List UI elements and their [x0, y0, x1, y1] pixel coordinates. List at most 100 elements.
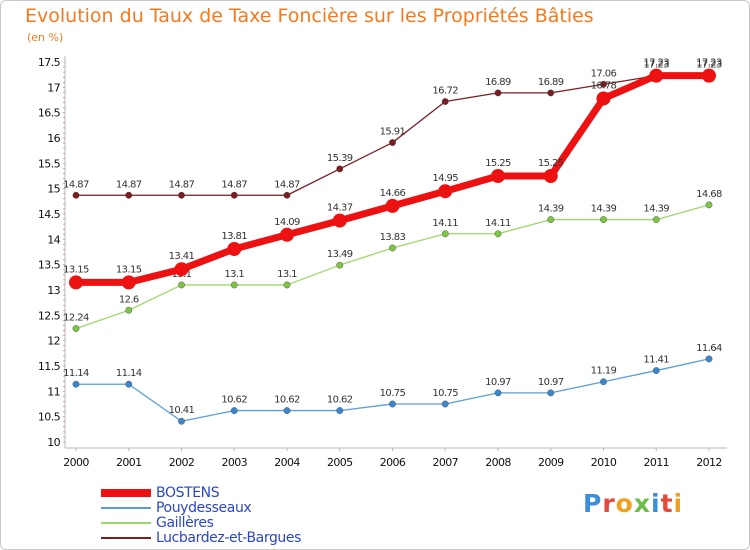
data-label: 10.62: [274, 395, 300, 406]
data-point: [336, 165, 344, 173]
data-label: 11.41: [643, 355, 669, 366]
data-label: 14.68: [696, 189, 722, 200]
data-label: 10.62: [221, 395, 247, 406]
data-label: 11.14: [116, 368, 142, 379]
data-label: 14.39: [538, 204, 564, 215]
data-label: 13.81: [221, 231, 247, 242]
data-label: 11.64: [696, 343, 722, 354]
data-label: 16.78: [591, 80, 617, 91]
data-label: 10.62: [327, 395, 353, 406]
y-tick-label: 16: [47, 132, 60, 145]
data-label: 13.41: [169, 251, 195, 262]
data-point: [438, 184, 453, 199]
data-point: [705, 355, 713, 363]
x-tick-label: 2011: [643, 456, 669, 469]
y-tick-label: 13.5: [38, 259, 61, 272]
data-label: 13.49: [327, 249, 353, 260]
legend-label: Pouydesseaux: [156, 500, 252, 516]
x-tick-label: 2004: [274, 456, 300, 469]
y-tick-label: 14.5: [38, 208, 61, 221]
data-point: [547, 389, 555, 397]
data-point: [332, 213, 347, 228]
data-label: 12.6: [119, 294, 139, 305]
data-point: [336, 407, 344, 414]
data-label: 14.37: [327, 203, 353, 214]
data-label: 15.91: [380, 127, 406, 138]
data-point: [125, 380, 133, 388]
data-label: 14.39: [643, 204, 669, 215]
x-tick-label: 2007: [432, 456, 458, 469]
data-label: 14.87: [221, 179, 247, 190]
data-label: 14.87: [169, 179, 195, 190]
logo-letter: i: [651, 489, 661, 518]
data-label: 14.87: [274, 179, 300, 190]
data-point: [543, 169, 558, 183]
data-label: 13.1: [224, 269, 244, 280]
y-tick-label: 11: [47, 385, 60, 398]
x-tick-label: 2000: [63, 456, 89, 469]
data-label: 14.39: [591, 204, 617, 215]
data-point: [178, 417, 185, 425]
logo-letter: P: [583, 489, 603, 518]
y-tick-label: 10.5: [38, 411, 61, 424]
data-label: 14.87: [116, 179, 142, 190]
data-point: [702, 68, 716, 83]
data-label: 14.09: [274, 217, 300, 228]
data-label: 10.75: [432, 388, 458, 399]
logo-letter: i: [673, 489, 684, 518]
data-point: [649, 68, 664, 83]
data-point: [600, 216, 607, 223]
series-line: [75, 204, 710, 330]
data-point: [600, 80, 607, 88]
data-label: 11.19: [591, 366, 617, 377]
data-point: [494, 389, 502, 397]
x-tick-label: 2009: [538, 456, 564, 469]
data-point: [389, 244, 396, 252]
data-point: [178, 281, 185, 289]
data-point: [230, 191, 238, 199]
data-point: [336, 261, 344, 269]
x-tick-label: 2002: [169, 456, 195, 469]
logo-letter: t: [660, 489, 674, 518]
data-point: [178, 191, 185, 199]
data-point: [494, 89, 502, 97]
y-tick-label: 11.5: [38, 360, 61, 373]
y-tick-label: 14: [47, 233, 60, 246]
y-tick-label: 12: [47, 335, 60, 348]
data-point: [121, 275, 136, 290]
legend-label: Gaillères: [156, 515, 214, 531]
data-point: [283, 281, 291, 289]
data-label: 17.06: [591, 68, 617, 79]
data-point: [652, 367, 660, 374]
data-label: 13.15: [116, 264, 142, 275]
data-label: 14.11: [432, 218, 458, 229]
data-label: 14.87: [63, 179, 89, 190]
data-point: [441, 98, 449, 105]
data-point: [72, 380, 80, 388]
data-label: 15.25: [485, 158, 511, 169]
data-label: 17.23: [643, 58, 669, 69]
data-point: [491, 169, 505, 183]
data-label: 14.11: [485, 218, 511, 229]
y-tick-label: 17: [47, 81, 60, 94]
legend-swatch: [101, 537, 151, 539]
y-tick-label: 15.5: [38, 157, 61, 170]
data-label: 16.89: [485, 77, 511, 88]
y-tick-label: 12.5: [38, 309, 61, 322]
x-tick-label: 2003: [221, 456, 247, 469]
data-label: 13.83: [380, 232, 406, 243]
logo-letter: o: [615, 489, 634, 518]
data-point: [69, 275, 83, 290]
y-tick-label: 10: [47, 436, 60, 449]
data-point: [72, 191, 80, 199]
data-point: [283, 407, 291, 414]
data-point: [125, 306, 133, 314]
x-tick-label: 2005: [327, 456, 353, 469]
x-tick-label: 2010: [591, 456, 617, 469]
data-point: [547, 89, 555, 97]
data-label: 16.72: [432, 86, 458, 97]
data-point: [385, 198, 400, 213]
legend-swatch: [101, 522, 151, 524]
data-point: [125, 191, 133, 199]
